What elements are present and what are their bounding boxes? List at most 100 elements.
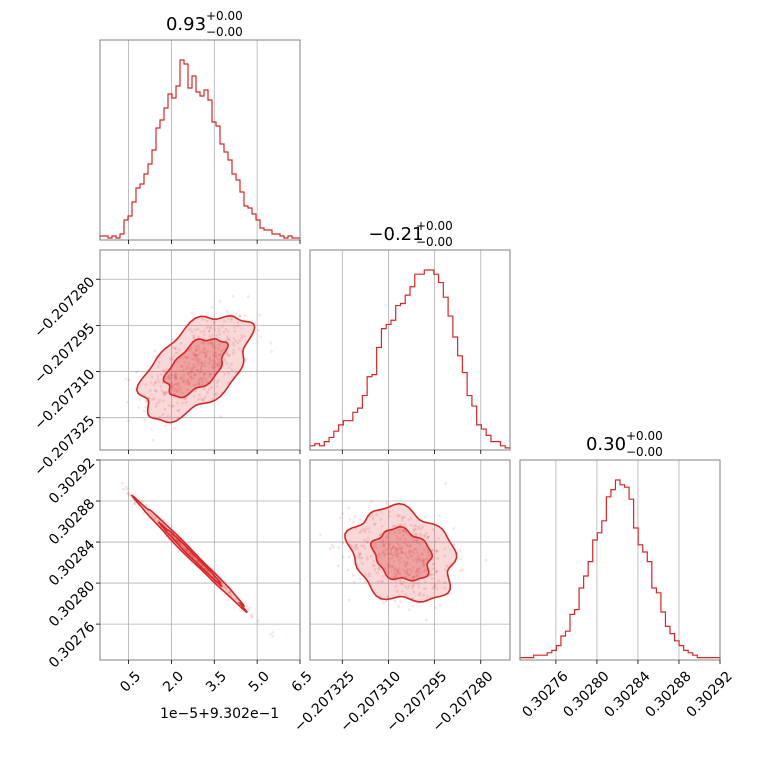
sample-point <box>372 545 375 549</box>
sample-point <box>216 357 220 361</box>
sample-point <box>366 536 370 540</box>
sample-point <box>216 362 220 366</box>
sample-point <box>178 348 181 352</box>
sample-point <box>383 553 386 557</box>
sample-point <box>208 334 212 338</box>
sample-point <box>378 533 382 537</box>
sample-point <box>185 365 189 369</box>
sample-point <box>173 396 177 400</box>
sample-point <box>171 383 174 387</box>
sample-point <box>411 558 415 562</box>
sample-point <box>400 516 404 519</box>
sample-point <box>190 356 194 360</box>
sample-point <box>358 531 361 535</box>
sample-point <box>431 586 435 590</box>
sample-point <box>387 562 390 565</box>
sample-point <box>213 360 217 364</box>
sample-point <box>209 336 212 340</box>
panel-border <box>99 459 301 661</box>
sample-point <box>452 543 456 547</box>
sample-point <box>185 549 189 553</box>
sample-point <box>191 555 194 558</box>
sample-point <box>396 537 400 540</box>
sample-point <box>435 569 439 573</box>
sample-point <box>186 387 189 391</box>
sample-point <box>197 398 200 401</box>
sample-point <box>216 364 220 367</box>
sample-point <box>398 546 402 550</box>
sample-point <box>431 562 435 566</box>
sample-point <box>202 342 206 346</box>
sample-point <box>193 365 197 368</box>
sample-point <box>394 548 398 552</box>
sample-point <box>394 579 398 583</box>
sample-point <box>228 591 232 594</box>
sample-point <box>215 362 219 366</box>
sample-point <box>214 393 217 396</box>
sample-point <box>401 590 404 593</box>
sample-point <box>230 318 233 322</box>
sample-point <box>125 487 129 491</box>
sample-point <box>372 563 376 567</box>
sample-point <box>200 564 204 568</box>
sample-point <box>212 320 216 323</box>
density-contour-inner <box>157 521 223 588</box>
sample-point <box>233 329 237 333</box>
sample-point <box>157 400 161 404</box>
sample-point <box>424 532 428 535</box>
sample-point <box>180 356 184 359</box>
sample-point <box>402 568 405 572</box>
sample-point <box>409 517 413 520</box>
sample-point <box>168 377 172 381</box>
sample-point <box>411 586 414 590</box>
sample-point <box>225 589 229 593</box>
sample-point <box>206 349 209 353</box>
sample-point <box>408 549 412 553</box>
sample-point <box>413 533 417 536</box>
sample-point <box>150 514 154 517</box>
sample-point <box>212 366 215 370</box>
sample-point <box>201 565 205 569</box>
sample-point <box>197 363 200 367</box>
sample-point <box>179 542 183 546</box>
sample-point <box>413 528 417 531</box>
sample-point <box>234 339 238 343</box>
sample-point <box>388 510 391 514</box>
sample-point <box>403 530 407 534</box>
sample-point <box>236 341 240 345</box>
sample-point <box>192 395 196 398</box>
sample-point <box>236 321 240 325</box>
sample-point <box>437 579 441 582</box>
sample-point <box>216 380 219 384</box>
sample-point <box>395 572 399 576</box>
sample-point <box>395 548 399 552</box>
sample-point <box>359 556 363 560</box>
sample-point <box>413 581 417 585</box>
sample-point <box>403 541 407 545</box>
sample-point <box>158 415 162 419</box>
sample-point <box>374 546 377 549</box>
title-lower-error: −0.00 <box>626 445 663 459</box>
sample-point <box>428 553 431 556</box>
sample-point <box>194 355 197 358</box>
sample-point <box>411 539 415 543</box>
sample-point <box>404 585 408 589</box>
sample-point <box>174 377 178 381</box>
sample-point <box>159 373 163 376</box>
sample-point <box>417 585 421 589</box>
sample-point <box>418 591 422 595</box>
histogram-2 <box>309 269 511 450</box>
sample-point <box>226 330 230 334</box>
sample-point <box>361 562 364 565</box>
sample-point <box>415 539 419 543</box>
sample-point <box>202 372 206 376</box>
sample-point <box>423 534 427 538</box>
sample-point <box>407 518 411 522</box>
sample-point <box>389 547 393 551</box>
sample-point <box>124 485 128 489</box>
sample-point <box>216 379 220 383</box>
sample-point <box>186 380 190 384</box>
sample-point <box>228 354 231 357</box>
sample-point <box>152 516 156 520</box>
